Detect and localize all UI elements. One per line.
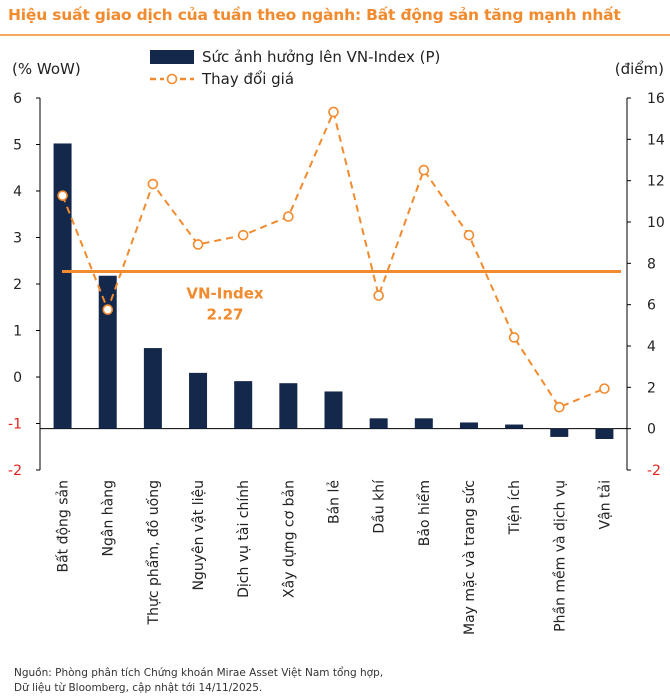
- legend-bar-label: Sức ảnh hưởng lên VN-Index (P): [202, 48, 441, 66]
- left-tick-label: -2: [8, 463, 22, 479]
- price-change-point-10: [463, 229, 475, 241]
- right-tick-label: 2: [647, 380, 656, 396]
- right-tick-label: -2: [647, 463, 661, 479]
- source-line-1: Nguồn: Phòng phân tích Chứng khoán Mirae…: [14, 667, 384, 679]
- legend-item-bar: Sức ảnh hưởng lên VN-Index (P): [150, 48, 440, 66]
- category-label: Bảo hiểm: [416, 480, 433, 546]
- price-change-point-12: [553, 401, 565, 413]
- source-note: Nguồn: Phòng phân tích Chứng khoán Mirae…: [14, 666, 383, 696]
- left-tick-label: 3: [13, 231, 22, 247]
- vn-index-value: 2.27: [206, 305, 243, 323]
- legend-item-line: Thay đổi giá: [150, 70, 294, 88]
- price-change-point-6: [283, 211, 294, 222]
- vn-index-label: VN-Index: [186, 284, 264, 302]
- right-tick-label: 6: [647, 298, 656, 314]
- left-tick-label: 1: [13, 324, 22, 340]
- left-tick-label: 5: [13, 138, 22, 154]
- right-tick-label: 0: [647, 422, 656, 438]
- price-change-point-9: [418, 164, 430, 176]
- price-change-point-7: [328, 106, 339, 118]
- right-axis-unit: (điểm): [614, 60, 664, 78]
- right-tick-label: 4: [647, 339, 656, 355]
- price-change-line: [61, 108, 605, 409]
- price-change-point-13: [599, 383, 610, 394]
- bar-11: [505, 424, 524, 429]
- bar-12: [550, 428, 569, 437]
- bar-10: [459, 422, 478, 429]
- bar-13: [595, 428, 614, 439]
- right-tick-label: 12: [647, 174, 665, 190]
- price-change-point-11: [508, 332, 520, 343]
- category-label: Vận tải: [597, 480, 613, 529]
- left-tick-label: 6: [13, 91, 22, 107]
- left-tick-label: -1: [8, 417, 22, 433]
- category-label: Xây dựng cơ bản: [281, 480, 297, 598]
- legend-line-label: Thay đổi giá: [202, 70, 295, 88]
- price-change-point-1: [57, 190, 68, 201]
- right-tick-label: 16: [647, 91, 665, 107]
- category-label: Dầu khí: [372, 479, 388, 534]
- left-axis-unit: (% WoW): [12, 60, 81, 78]
- category-label: Bất động sản: [56, 480, 72, 573]
- legend-line-swatch: [150, 73, 194, 85]
- bar-7: [324, 391, 343, 429]
- bar-1: [53, 143, 72, 429]
- price-change-point-2: [102, 304, 114, 315]
- left-tick-label: 2: [13, 277, 22, 293]
- category-label: Phần mềm và dịch vụ: [551, 480, 568, 632]
- title-divider: [0, 34, 670, 36]
- category-label: May mặc và trang sức: [462, 480, 478, 635]
- category-label: Bán lẻ: [327, 480, 343, 524]
- bar-6: [279, 383, 298, 429]
- bar-5: [234, 381, 253, 429]
- bar-2: [98, 275, 117, 429]
- right-tick-label: 8: [647, 256, 656, 272]
- bar-4: [189, 372, 208, 429]
- category-label: Nguyên vật liệu: [191, 480, 207, 591]
- price-change-point-4: [192, 239, 204, 250]
- bar-3: [143, 348, 162, 429]
- source-line-2: Dữ liệu từ Bloomberg, cập nhật tới 14/11…: [14, 682, 263, 694]
- left-tick-label: 4: [13, 184, 22, 200]
- category-label: Tiện ích: [507, 480, 523, 535]
- bar-9: [414, 418, 433, 429]
- legend-bar-swatch: [150, 50, 194, 64]
- right-tick-label: 14: [647, 132, 665, 148]
- category-label: Dịch vụ tài chính: [236, 480, 252, 598]
- left-tick-label: 0: [13, 370, 22, 386]
- right-tick-label: 10: [647, 215, 665, 231]
- bar-8: [369, 418, 388, 429]
- price-change-point-5: [237, 229, 249, 241]
- category-label: Thực phẩm, đồ uống: [145, 480, 162, 625]
- price-change-point-8: [373, 290, 384, 301]
- chart-title: Hiệu suất giao dịch của tuần theo ngành:…: [8, 6, 621, 24]
- category-label: Ngân hàng: [101, 480, 117, 556]
- price-change-point-3: [147, 178, 159, 190]
